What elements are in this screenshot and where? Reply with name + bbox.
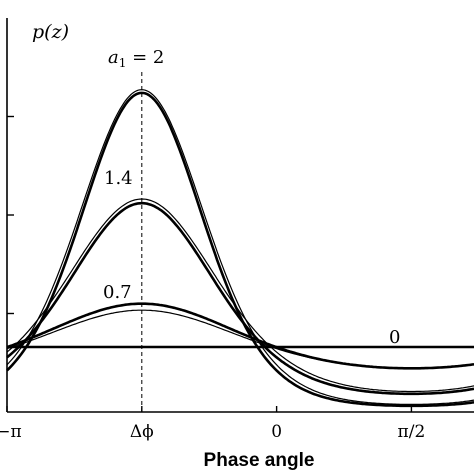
curve-label-0: 0 — [389, 327, 400, 348]
axes — [6, 18, 474, 413]
series-line-1-4-thick — [6, 201, 474, 396]
x-axis-label: Phase angle — [204, 450, 315, 471]
series-line-0-7-thin — [6, 309, 474, 369]
curve-label-2: a1 = 2 — [108, 47, 164, 70]
curve-label-0-7: 0.7 — [103, 282, 132, 303]
curves — [6, 89, 474, 408]
series-line-2-thick — [6, 91, 474, 408]
x-tick-label-3: π/2 — [398, 422, 426, 442]
x-tick-label-1: Δϕ — [130, 422, 154, 442]
x-tick-label-2: 0 — [271, 422, 282, 442]
series-line-2-thin — [6, 89, 474, 405]
curve-labels: a1 = 2 1.4 0.7 0 — [103, 47, 400, 348]
y-axis-label: p(z) — [32, 21, 69, 43]
series-line-1-4-thin — [6, 198, 474, 393]
x-tick-label-0: −π — [0, 422, 22, 442]
curve-label-1-4: 1.4 — [104, 168, 133, 189]
y-ticks — [7, 115, 14, 315]
